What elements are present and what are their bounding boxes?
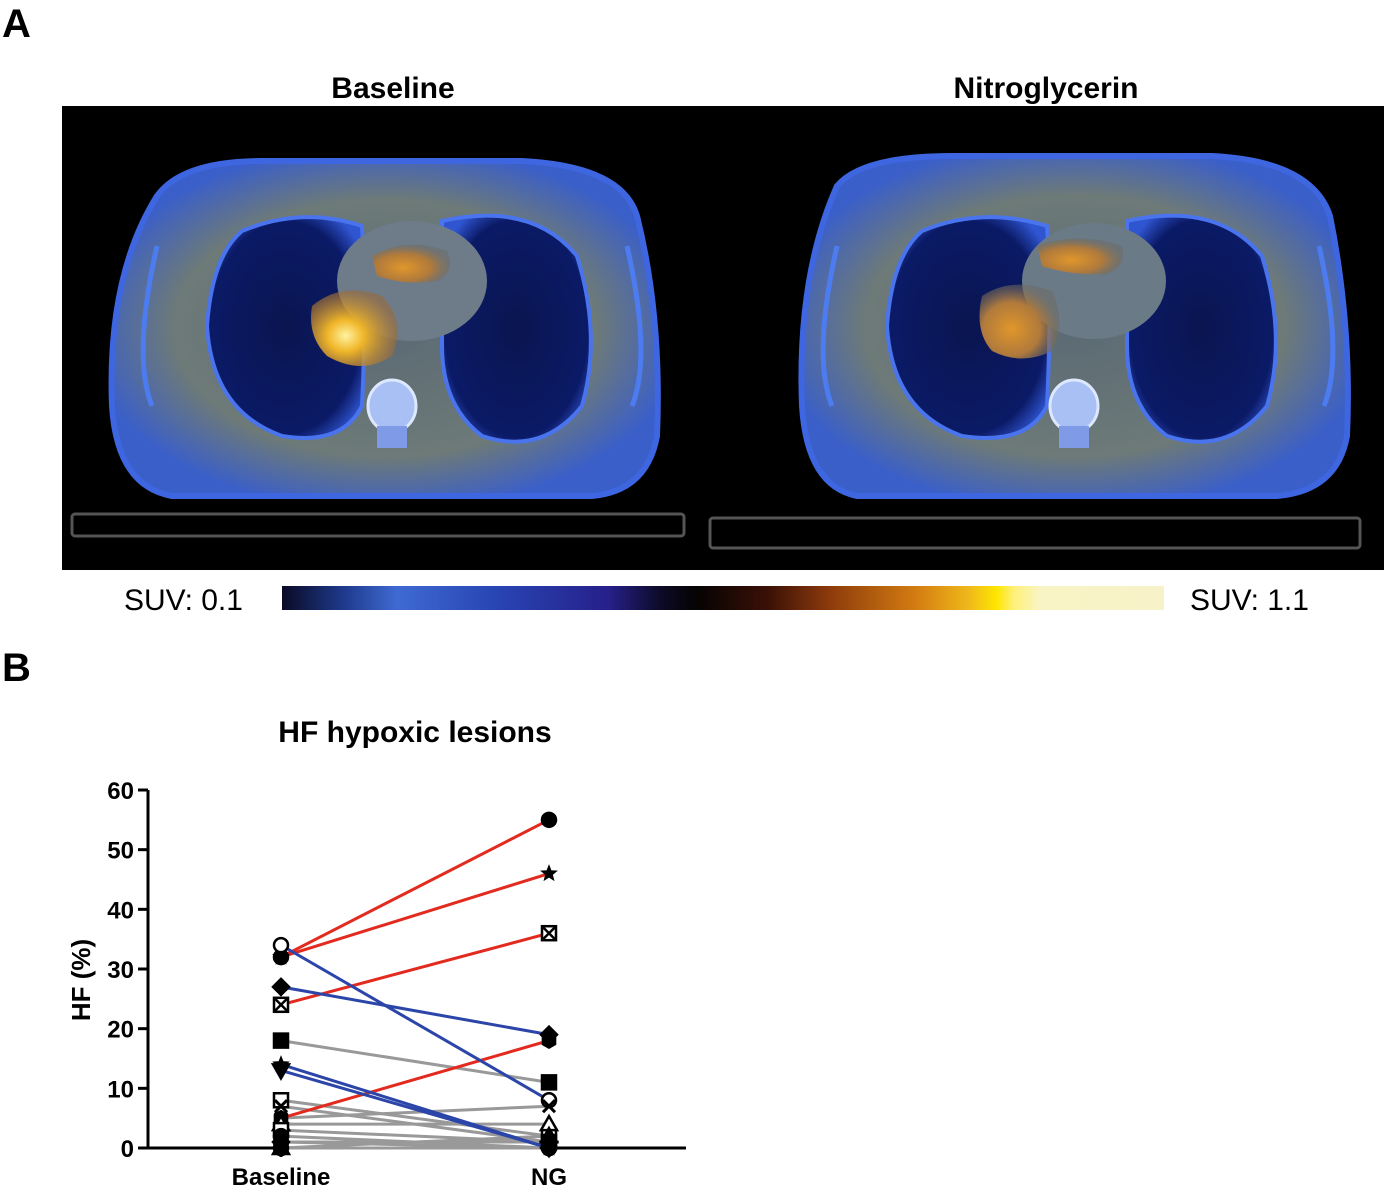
y-tick-label: 0 [121, 1136, 134, 1163]
nitroglycerin-image-title: Nitroglycerin [953, 72, 1139, 105]
panel-a-label: A [2, 2, 31, 46]
hf-paired-chart: 0 10 20 30 40 50 60 Baseline NG HF (%) [66, 778, 686, 1191]
series-line [280, 1128, 550, 1144]
nitroglycerin-scan [708, 153, 1362, 550]
series-line [280, 818, 550, 959]
data-point [540, 864, 558, 882]
series-lines [280, 818, 550, 1150]
series-line [280, 943, 550, 1102]
series-line [280, 1104, 550, 1120]
y-tick-label: 40 [107, 897, 134, 924]
data-point [270, 1063, 292, 1081]
series-line [280, 985, 550, 1037]
data-point [541, 1099, 557, 1114]
y-tick-label: 30 [107, 957, 134, 984]
data-point [272, 947, 290, 965]
series-line [280, 1039, 550, 1120]
chart-title: HF hypoxic lesions [278, 716, 552, 749]
suv-scale-max-label: SUV: 1.1 [1190, 584, 1309, 617]
data-point [540, 924, 558, 942]
data-point [272, 936, 290, 954]
data-point [540, 811, 558, 829]
baseline-scan [70, 158, 686, 538]
pet-ct-scan-images [62, 106, 1384, 570]
suv-colorbar [282, 586, 1164, 610]
panel-b-label: B [2, 646, 31, 690]
data-point [273, 1099, 289, 1114]
y-axis-label: HF (%) [66, 939, 96, 1021]
x-tick-label: Baseline [232, 1164, 331, 1191]
data-point [272, 996, 290, 1014]
series-line [280, 872, 550, 959]
series-line [280, 1068, 550, 1150]
data-point [539, 1024, 559, 1045]
y-tick-label: 20 [107, 1017, 134, 1044]
y-tick-label: 60 [107, 778, 134, 805]
y-tick-label: 10 [107, 1076, 134, 1103]
suv-scale-min-label: SUV: 0.1 [124, 584, 243, 617]
data-point [540, 1139, 558, 1157]
chart-axes: 0 10 20 30 40 50 60 Baseline NG [107, 778, 686, 1191]
y-tick-label: 50 [107, 838, 134, 865]
series-line [280, 1134, 550, 1150]
data-point [272, 1139, 290, 1157]
data-point [271, 977, 291, 997]
x-tick-label: NG [531, 1164, 567, 1191]
data-point [540, 1074, 558, 1091]
baseline-image-title: Baseline [331, 72, 455, 105]
data-point [272, 1032, 290, 1049]
series-markers [270, 811, 560, 1159]
series-line [280, 931, 550, 1007]
